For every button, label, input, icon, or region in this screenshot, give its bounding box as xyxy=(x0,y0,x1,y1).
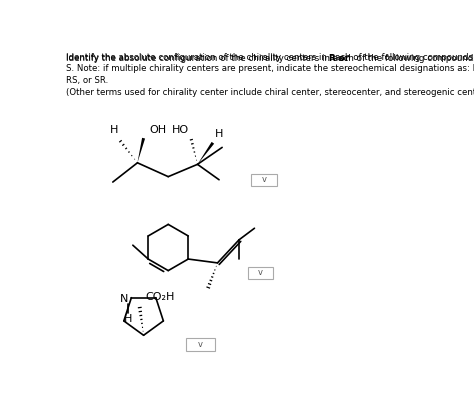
Bar xyxy=(247,267,273,279)
Polygon shape xyxy=(137,138,145,163)
Text: H: H xyxy=(110,125,118,136)
Text: HO: HO xyxy=(172,125,189,136)
Text: N: N xyxy=(119,294,128,304)
Text: Identify the absolute configuration of the chirality centers in each of the foll: Identify the absolute configuration of t… xyxy=(66,53,474,97)
Bar xyxy=(251,173,277,186)
Text: CO₂H: CO₂H xyxy=(145,292,174,302)
Text: v: v xyxy=(198,340,203,349)
Polygon shape xyxy=(198,142,214,164)
Text: v: v xyxy=(262,175,266,184)
Bar xyxy=(186,338,215,351)
Text: H: H xyxy=(215,129,223,138)
Text: H: H xyxy=(124,314,132,324)
Text: R or: R or xyxy=(329,54,349,63)
Text: OH: OH xyxy=(150,125,167,136)
Text: v: v xyxy=(258,268,263,278)
Text: Identify the absolute configuration of the chirality centers in each of the foll: Identify the absolute configuration of t… xyxy=(66,54,474,63)
